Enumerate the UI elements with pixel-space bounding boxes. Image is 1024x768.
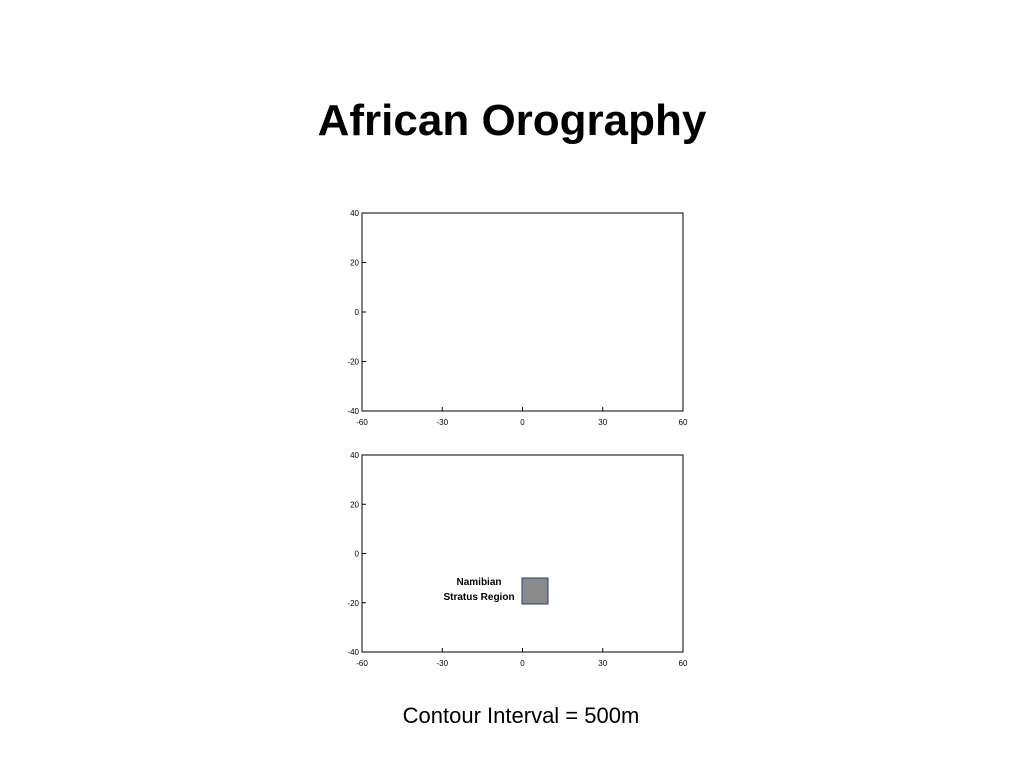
- x-tick-label: 0: [520, 659, 525, 668]
- y-tick-label: -20: [347, 599, 359, 608]
- map-frame: [361, 212, 684, 412]
- x-tick-label: 30: [598, 659, 607, 668]
- map-panel: Namibian Stratus Region: [359, 453, 685, 653]
- x-tick-label: 60: [679, 659, 688, 668]
- y-tick-label: 0: [355, 550, 360, 559]
- map-frame: [361, 454, 684, 653]
- x-tick-label: -30: [436, 659, 448, 668]
- annotation: Stratus Region: [443, 592, 514, 603]
- y-tick-label: 20: [350, 259, 359, 268]
- y-tick-label: 40: [350, 451, 359, 460]
- map-drawing: [359, 213, 685, 407]
- y-tick-label: 0: [355, 308, 360, 317]
- x-tick-label: -60: [356, 418, 368, 427]
- y-tick-label: -40: [347, 648, 359, 657]
- map-panel: [359, 212, 685, 412]
- x-tick-label: 60: [679, 418, 688, 427]
- x-tick-label: 0: [520, 418, 525, 427]
- map-drawing: [359, 453, 685, 647]
- x-tick-label: 30: [598, 418, 607, 427]
- y-tick-label: 40: [350, 209, 359, 218]
- y-tick-label: -40: [347, 407, 359, 416]
- x-tick-label: -30: [436, 418, 448, 427]
- caption: Contour Interval = 500m: [403, 703, 640, 728]
- annotation: Namibian: [456, 577, 501, 588]
- x-tick-label: -60: [356, 659, 368, 668]
- slide-title: African Orography: [318, 96, 707, 145]
- y-tick-label: 20: [350, 500, 359, 509]
- y-tick-label: -20: [347, 358, 359, 367]
- stratus-region-box: [521, 577, 549, 605]
